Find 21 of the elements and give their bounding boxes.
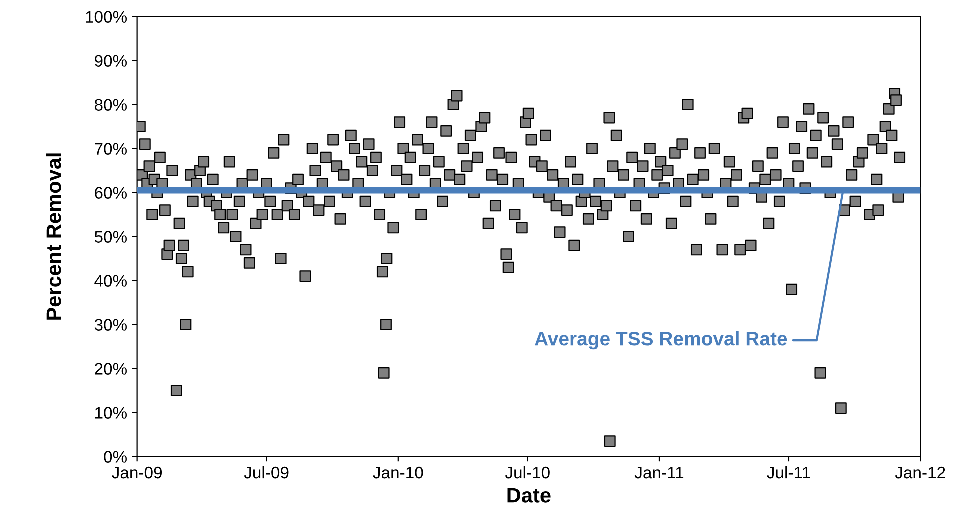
x-tick-label: Jul-10 — [505, 466, 550, 479]
x-axis-title: Date — [508, 488, 551, 503]
x-tick-label: Jan-12 — [895, 466, 946, 479]
y-tick-label: 70% — [95, 143, 127, 155]
y-tick-label: 50% — [94, 231, 127, 243]
y-tick-label: 20% — [95, 363, 127, 375]
y-tick-label: 40% — [94, 275, 127, 287]
y-tick-label: 90% — [95, 55, 127, 67]
x-tick-label: Jan-11 — [634, 467, 684, 479]
y-tick-label: 10% — [96, 407, 127, 419]
y-tick-label: 100% — [86, 11, 127, 24]
annotation: Average TSS Removal Rate — [535, 331, 788, 350]
y-tick-label: 0% — [104, 451, 127, 463]
y-tick-label: 60% — [95, 187, 127, 199]
x-tick-label: Jan-10 — [373, 466, 424, 479]
y-tick-label: 30% — [94, 319, 127, 331]
y-axis-title: Percent Removal — [46, 154, 62, 320]
x-tick-label: Jul-11 — [767, 466, 810, 479]
y-tick-label: 80% — [94, 99, 127, 111]
x-tick-label: Jul-09 — [244, 466, 289, 479]
x-tick-label: Jan-09 — [112, 466, 162, 479]
